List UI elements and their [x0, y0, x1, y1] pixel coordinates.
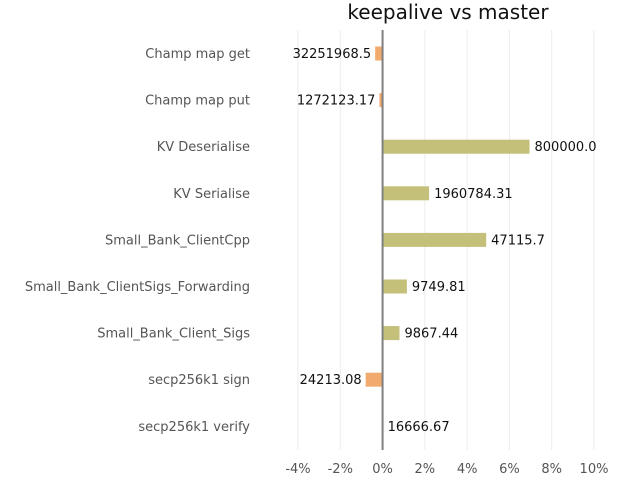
- category-label: secp256k1 sign: [148, 373, 250, 388]
- x-tick-label: -4%: [285, 462, 310, 477]
- value-label: 1272123.17: [297, 94, 376, 109]
- category-label: Champ map put: [145, 94, 250, 109]
- x-tick-label: 6%: [499, 462, 520, 477]
- category-label: KV Serialise: [173, 187, 250, 202]
- x-tick-label: 0%: [372, 462, 393, 477]
- value-label: 1960784.31: [434, 187, 513, 202]
- bar: [382, 139, 530, 154]
- value-label: 16666.67: [388, 420, 450, 435]
- bar: [365, 372, 383, 387]
- bar: [382, 279, 407, 294]
- chart-title: keepalive vs master: [347, 0, 549, 24]
- bar: [375, 46, 383, 61]
- category-label: Small_Bank_ClientCpp: [105, 233, 250, 248]
- category-label: Champ map get: [145, 47, 250, 62]
- category-label: secp256k1 verify: [138, 420, 250, 435]
- x-tick-label: 8%: [541, 462, 562, 477]
- value-label: 47115.7: [491, 233, 545, 248]
- bars: [365, 46, 530, 387]
- value-label: 9749.81: [412, 280, 466, 295]
- value-label: 32251968.5: [293, 47, 372, 62]
- category-label: Small_Bank_ClientSigs_Forwarding: [25, 280, 250, 295]
- category-label: KV Deserialise: [157, 140, 250, 155]
- bar: [379, 93, 383, 108]
- value-label: 9867.44: [404, 327, 458, 342]
- bar: [382, 326, 400, 341]
- category-label: Small_Bank_Client_Sigs: [97, 327, 250, 342]
- x-tick-label: -2%: [328, 462, 353, 477]
- value-labels: 32251968.5 1272123.17 800000.0 1960784.31 47…: [293, 47, 597, 435]
- x-tick-label: 2%: [415, 462, 436, 477]
- value-label: 800000.0: [535, 140, 597, 155]
- category-labels: Champ map get Champ map put KV Deserialise…: [25, 47, 250, 435]
- bar: [382, 186, 430, 201]
- x-tick-label: 4%: [457, 462, 478, 477]
- value-label: 24213.08: [300, 373, 362, 388]
- x-tick-label: 10%: [580, 462, 609, 477]
- x-tick-labels: -4% -2% 0% 2% 4% 6% 8% 10%: [285, 462, 608, 477]
- bar: [382, 232, 487, 247]
